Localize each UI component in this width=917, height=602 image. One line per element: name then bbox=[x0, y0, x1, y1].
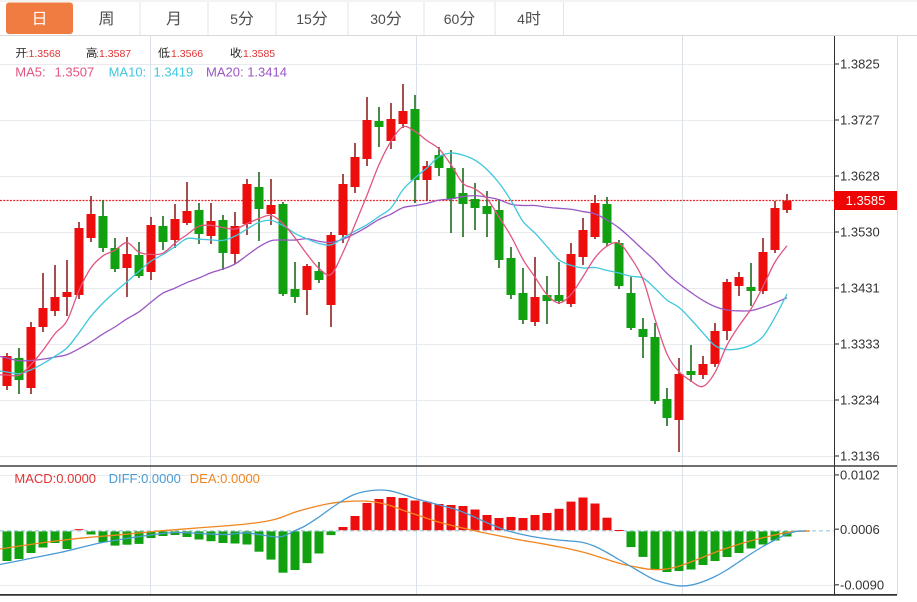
svg-text:0.0102: 0.0102 bbox=[840, 468, 880, 483]
svg-text:1.3628: 1.3628 bbox=[840, 169, 880, 184]
svg-text:-0.0090: -0.0090 bbox=[840, 578, 884, 593]
svg-text::1.3568: :1.3568 bbox=[26, 48, 61, 60]
svg-text:1.3530: 1.3530 bbox=[840, 225, 880, 240]
svg-text:0.0006: 0.0006 bbox=[840, 522, 880, 537]
svg-text::1.3587: :1.3587 bbox=[96, 48, 131, 60]
svg-text:15: 15 bbox=[296, 11, 312, 27]
svg-text::1.3566: :1.3566 bbox=[168, 48, 203, 60]
svg-text:1.3585: 1.3585 bbox=[846, 193, 886, 208]
svg-text:DIFF:0.0000: DIFF:0.0000 bbox=[109, 471, 181, 486]
svg-text:4: 4 bbox=[517, 11, 525, 27]
svg-text:1.3419: 1.3419 bbox=[154, 64, 194, 79]
svg-text:MA10:: MA10: bbox=[109, 64, 147, 79]
svg-text:1.3234: 1.3234 bbox=[840, 393, 880, 408]
svg-text:MACD:0.0000: MACD:0.0000 bbox=[14, 471, 96, 486]
svg-text:1.3431: 1.3431 bbox=[840, 281, 880, 296]
svg-text:1.3414: 1.3414 bbox=[247, 64, 287, 79]
svg-text:5: 5 bbox=[230, 11, 238, 27]
svg-text:30: 30 bbox=[370, 11, 386, 27]
svg-text:1.3333: 1.3333 bbox=[840, 337, 880, 352]
svg-text:MA5:: MA5: bbox=[15, 64, 45, 79]
svg-text:MA20:: MA20: bbox=[206, 64, 244, 79]
svg-text:1.3727: 1.3727 bbox=[840, 113, 880, 128]
svg-text::1.3585: :1.3585 bbox=[240, 48, 275, 60]
svg-text:1.3825: 1.3825 bbox=[840, 57, 880, 72]
svg-text:1.3136: 1.3136 bbox=[840, 449, 880, 464]
svg-text:1.3507: 1.3507 bbox=[55, 64, 95, 79]
svg-text:DEA:0.0000: DEA:0.0000 bbox=[190, 471, 260, 486]
svg-text:60: 60 bbox=[444, 11, 460, 27]
